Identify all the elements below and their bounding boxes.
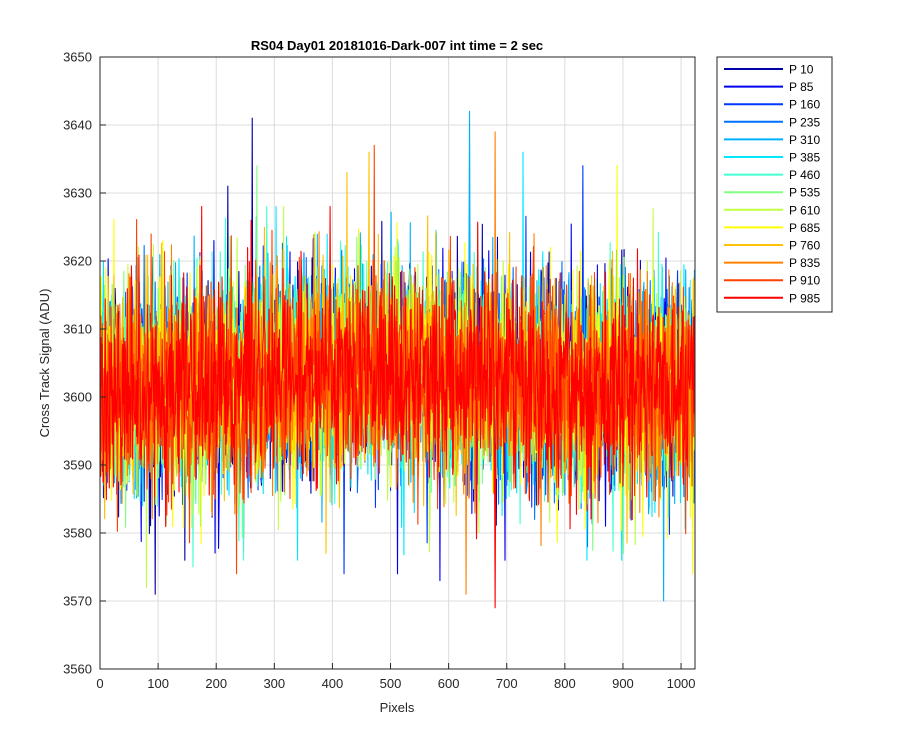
legend-entry: P 685: [724, 221, 820, 235]
legend-label: P 10: [789, 63, 814, 77]
legend-label: P 685: [789, 221, 820, 235]
y-tick-label: 3600: [63, 390, 92, 405]
x-tick-label: 500: [380, 676, 402, 691]
y-tick-label: 3630: [63, 186, 92, 201]
y-tick-label: 3610: [63, 322, 92, 337]
chart-title: RS04 Day01 20181016-Dark-007 int time = …: [251, 38, 543, 53]
legend-label: P 235: [789, 115, 820, 129]
x-tick-label: 200: [205, 676, 227, 691]
legend-label: P 385: [789, 151, 820, 165]
legend-entry: P 910: [724, 274, 820, 288]
legend-label: P 460: [789, 168, 820, 182]
legend-entry: P 85: [724, 80, 814, 94]
legend-label: P 985: [789, 291, 820, 305]
y-tick-label: 3570: [63, 594, 92, 609]
legend-label: P 910: [789, 274, 820, 288]
legend: P 10 P 85 P 160 P 235 P 310 P 385 P 460 P 535 P …: [716, 56, 833, 313]
x-tick-label: 400: [322, 676, 344, 691]
legend-entry: P 760: [724, 239, 820, 253]
x-tick-label: 900: [612, 676, 634, 691]
axis-ticks: 0 100 200 300 400 500 600 700 800 900 1000 3560 3570…: [63, 50, 695, 692]
legend-entry: P 835: [724, 256, 820, 270]
legend-entry: P 535: [724, 186, 820, 200]
y-tick-label: 3650: [63, 50, 92, 65]
y-axis-label: Cross Track Signal (ADU): [37, 289, 52, 438]
series-lines: [100, 110, 695, 609]
x-axis-label: Pixels: [380, 700, 415, 715]
legend-label: P 835: [789, 256, 820, 270]
y-tick-label: 3580: [63, 526, 92, 541]
legend-entry: P 310: [724, 133, 820, 147]
x-tick-label: 0: [96, 676, 103, 691]
legend-label: P 760: [789, 239, 820, 253]
legend-label: P 85: [789, 80, 814, 94]
legend-entry: P 985: [724, 291, 820, 305]
legend-entry: P 460: [724, 168, 820, 182]
legend-label: P 610: [789, 203, 820, 217]
legend-entry: P 160: [724, 98, 820, 112]
plot-frame: [99, 56, 696, 670]
y-tick-label: 3640: [63, 118, 92, 133]
legend-label: P 535: [789, 186, 820, 200]
y-tick-label: 3590: [63, 458, 92, 473]
y-tick-label: 3560: [63, 662, 92, 677]
legend-label: P 160: [789, 98, 820, 112]
legend-label: P 310: [789, 133, 820, 147]
legend-entry: P 10: [724, 63, 814, 77]
series-line-p985: [100, 206, 695, 609]
legend-entry: P 235: [724, 115, 820, 129]
y-tick-label: 3620: [63, 254, 92, 269]
x-tick-label: 600: [438, 676, 460, 691]
x-tick-label: 100: [147, 676, 169, 691]
x-tick-label: 800: [554, 676, 576, 691]
x-tick-label: 700: [496, 676, 518, 691]
x-tick-label: 1000: [667, 676, 696, 691]
legend-entry: P 385: [724, 151, 820, 165]
legend-box: [716, 56, 833, 313]
x-tick-label: 300: [263, 676, 285, 691]
legend-entry: P 610: [724, 203, 820, 217]
